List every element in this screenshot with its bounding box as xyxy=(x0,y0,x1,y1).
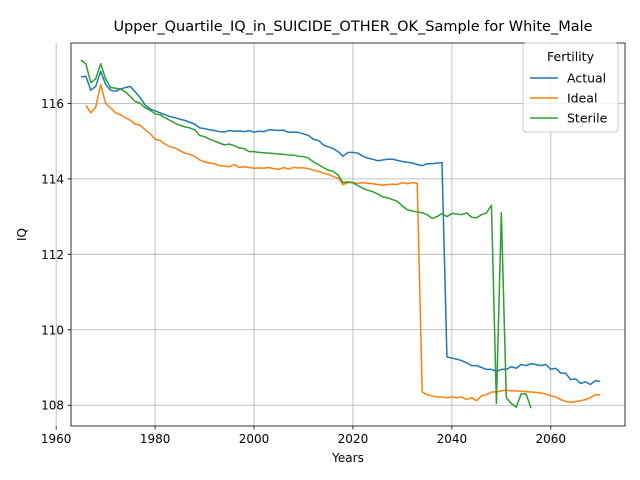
y-tick-label: 114 xyxy=(41,172,64,186)
y-axis-label: IQ xyxy=(15,228,29,241)
x-tick-label: 2040 xyxy=(437,432,468,446)
x-tick-label: 1960 xyxy=(41,432,72,446)
y-tick-label: 110 xyxy=(41,323,64,337)
x-tick-label: 2020 xyxy=(338,432,369,446)
chart-title: Upper_Quartile_IQ_in_SUICIDE_OTHER_OK_Sa… xyxy=(113,19,592,35)
plot-frame xyxy=(70,42,626,427)
x-tick-label: 2060 xyxy=(536,432,567,446)
series-line-sterile xyxy=(80,59,532,409)
legend-label-ideal: Ideal xyxy=(567,91,597,106)
legend-label-actual: Actual xyxy=(567,71,606,86)
x-tick-label: 1980 xyxy=(140,432,171,446)
series-line-actual xyxy=(80,70,601,386)
y-tick-label: 108 xyxy=(41,399,64,413)
y-axis: 108 110 112 114 116 xyxy=(41,97,71,413)
x-tick-label: 2000 xyxy=(239,432,270,446)
x-axis-label: Years xyxy=(331,451,364,465)
series-line-ideal xyxy=(85,83,601,403)
legend: Fertility Actual Ideal Sterile xyxy=(522,42,619,133)
y-tick-label: 112 xyxy=(41,248,64,262)
y-tick-label: 116 xyxy=(41,97,64,111)
legend-title: Fertility xyxy=(547,49,595,64)
x-axis: 1960 1980 2000 2020 2040 2060 xyxy=(41,426,566,446)
legend-label-sterile: Sterile xyxy=(567,111,608,126)
legend-box xyxy=(522,42,619,133)
series-lines xyxy=(80,59,601,409)
